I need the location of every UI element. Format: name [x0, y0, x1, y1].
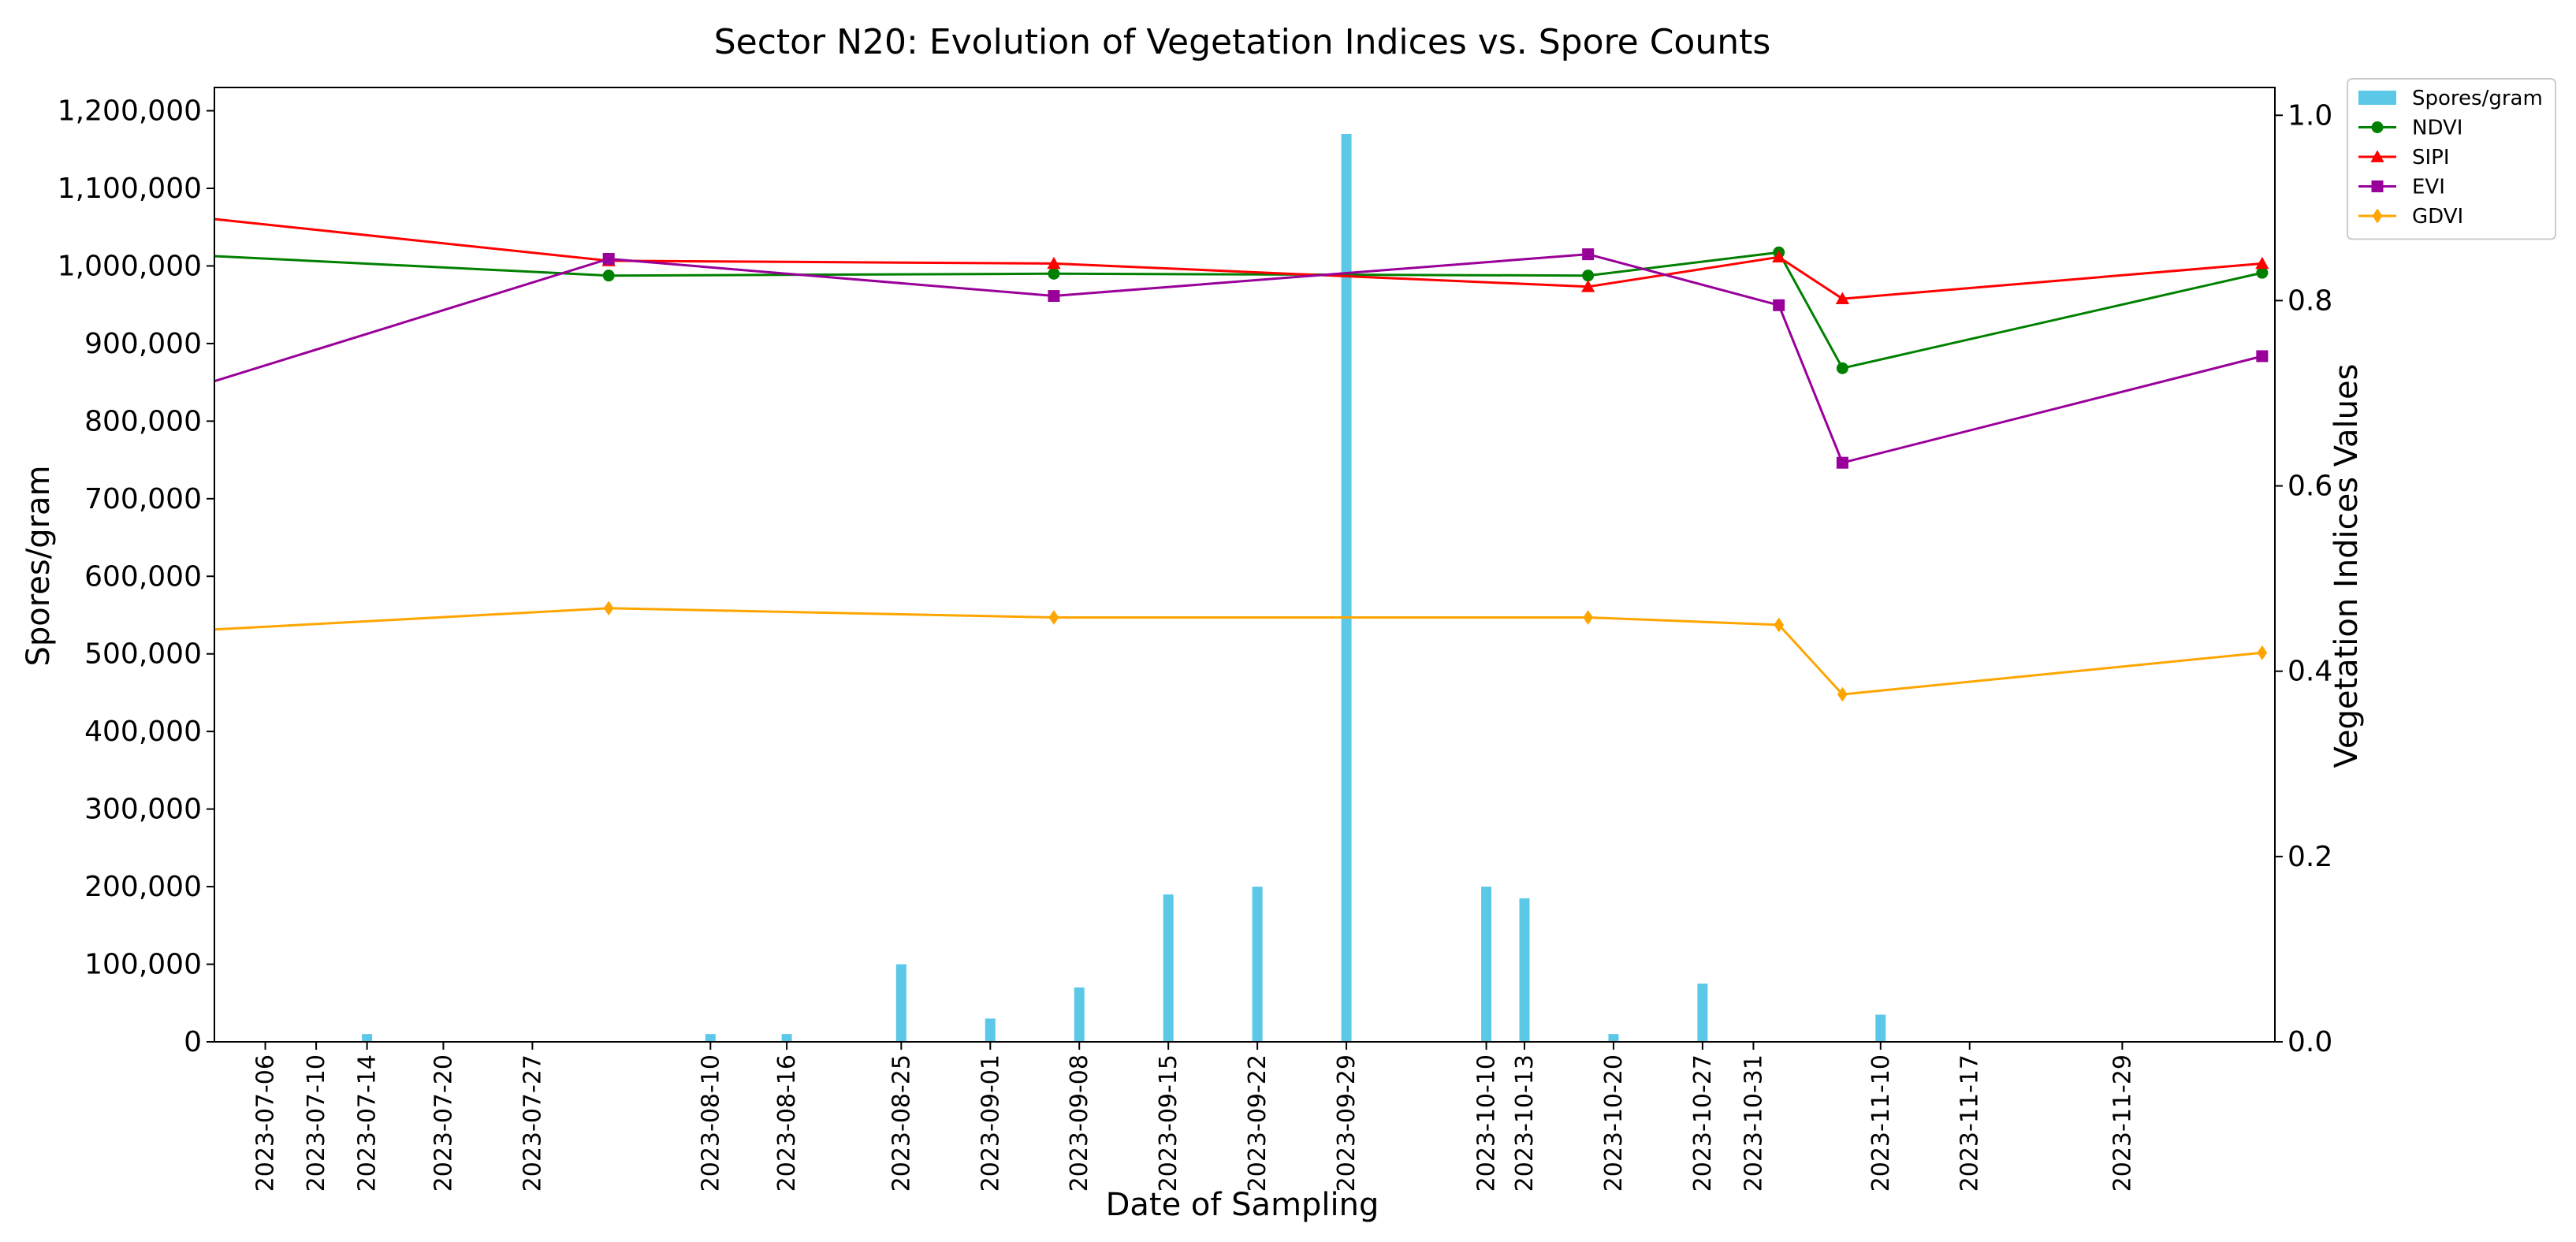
x-tick-label: 2023-10-13 — [1511, 1054, 1539, 1192]
bar-2023-10-10 — [1481, 887, 1492, 1042]
right-tick-label: 0.6 — [2288, 470, 2332, 503]
left-tick-label: 1,000,000 — [58, 250, 202, 282]
bar-2023-10-13 — [1519, 898, 1530, 1042]
legend-marker-evi — [2371, 180, 2384, 192]
x-tick-label: 2023-08-25 — [888, 1054, 915, 1192]
legend-marker-ndvi — [2371, 121, 2384, 133]
marker-gdvi-2023-10-18 — [1583, 610, 1594, 625]
marker-evi-2023-08-02 — [602, 253, 615, 266]
marker-sipi-2023-09-06 — [1047, 256, 1061, 270]
marker-ndvi-2023-11-07 — [1836, 362, 1848, 374]
marker-gdvi-2023-08-02 — [603, 601, 614, 616]
marker-ndvi-2023-10-18 — [1582, 270, 1595, 282]
legend-label: NDVI — [2412, 117, 2462, 140]
right-tick-label: 0.0 — [2288, 1026, 2332, 1058]
x-tick-label: 2023-08-10 — [697, 1054, 724, 1192]
left-tick-label: 300,000 — [84, 794, 202, 826]
legend-handle-spores — [2358, 91, 2396, 105]
bar-2023-09-01 — [985, 1018, 996, 1042]
marker-gdvi-2023-12-10 — [2257, 645, 2268, 660]
bar-2023-08-25 — [895, 964, 906, 1042]
x-tick-label: 2023-09-15 — [1155, 1054, 1182, 1192]
x-tick-label: 2023-07-10 — [303, 1054, 330, 1192]
marker-evi-2023-11-02 — [1773, 299, 1785, 311]
x-tick-label: 2023-11-10 — [1867, 1054, 1895, 1192]
right-tick-label: 0.4 — [2288, 656, 2332, 688]
left-tick-label: 800,000 — [84, 405, 202, 437]
marker-sipi-2023-11-07 — [1835, 292, 1850, 304]
bar-2023-10-20 — [1608, 1034, 1619, 1042]
right-axis-label: Vegetation Indices Values — [2328, 364, 2365, 768]
legend-label: SIPI — [2412, 146, 2450, 169]
x-tick-label: 2023-09-01 — [977, 1054, 1004, 1192]
left-tick-label: 1,100,000 — [58, 173, 202, 205]
x-tick-label: 2023-08-16 — [773, 1054, 801, 1192]
left-tick-label: 200,000 — [84, 871, 202, 903]
chart-title: Sector N20: Evolution of Vegetation Indi… — [714, 22, 1771, 62]
left-tick-label: 1,200,000 — [58, 95, 202, 128]
plot-frame — [214, 87, 2276, 1043]
bar-2023-08-10 — [705, 1034, 716, 1042]
marker-sipi-2023-12-10 — [2255, 256, 2269, 270]
left-tick-label: 400,000 — [84, 716, 202, 748]
bar-2023-09-22 — [1252, 887, 1263, 1042]
bar-2023-10-27 — [1697, 984, 1708, 1042]
bar-2023-07-14 — [362, 1034, 373, 1042]
legend: Spores/gram NDVI SIPI EVI GDVI — [2347, 78, 2556, 240]
x-tick-label: 2023-09-29 — [1333, 1054, 1361, 1192]
x-tick-label: 2023-10-31 — [1740, 1054, 1767, 1192]
x-tick-label: 2023-07-06 — [252, 1054, 280, 1192]
x-tick-label: 2023-07-14 — [354, 1054, 382, 1192]
bar-2023-09-08 — [1074, 987, 1085, 1042]
x-tick-label: 2023-09-22 — [1244, 1054, 1271, 1192]
marker-evi-2023-09-06 — [1048, 290, 1060, 303]
left-tick-label: 700,000 — [84, 483, 202, 515]
marker-evi-2023-12-10 — [2256, 350, 2269, 363]
right-tick-label: 0.8 — [2288, 284, 2332, 317]
left-tick-label: 500,000 — [84, 638, 202, 671]
left-tick-label: 900,000 — [84, 328, 202, 360]
marker-evi-2023-10-18 — [1582, 248, 1595, 261]
left-tick-label: 100,000 — [84, 949, 202, 981]
marker-ndvi-2023-12-10 — [2256, 266, 2269, 279]
right-tick-label: 0.2 — [2288, 841, 2332, 873]
bar-2023-09-15 — [1163, 894, 1174, 1042]
marker-sipi-2023-11-02 — [1772, 250, 1786, 263]
legend-label: EVI — [2412, 176, 2445, 199]
legend-label: Spores/gram — [2412, 87, 2543, 110]
marker-ndvi-2023-09-06 — [1048, 267, 1060, 280]
x-tick-label: 2023-07-27 — [519, 1054, 546, 1192]
legend-box — [2347, 78, 2556, 240]
x-tick-label: 2023-10-10 — [1473, 1054, 1501, 1192]
x-tick-label: 2023-07-20 — [430, 1054, 457, 1192]
bar-2023-08-16 — [781, 1034, 792, 1042]
x-tick-label: 2023-10-27 — [1689, 1054, 1717, 1192]
marker-ndvi-2023-08-02 — [602, 270, 615, 282]
x-tick-label: 2023-11-29 — [2109, 1054, 2136, 1192]
left-tick-label: 0 — [184, 1026, 202, 1058]
marker-gdvi-2023-11-02 — [1774, 617, 1785, 633]
x-tick-label: 2023-10-20 — [1600, 1054, 1628, 1192]
legend-marker-sipi — [2370, 150, 2384, 162]
legend-marker-gdvi — [2372, 208, 2383, 224]
axes-layer: 0 100,000 200,000 300,000 400,000 500,000 600,… — [58, 87, 2332, 1192]
x-axis-label: Date of Sampling — [1106, 1187, 1379, 1223]
marker-evi-2023-11-07 — [1836, 456, 1848, 469]
x-tick-label: 2023-11-17 — [1956, 1054, 1984, 1192]
x-tick-label: 2023-09-08 — [1066, 1054, 1093, 1192]
legend-label: GDVI — [2412, 205, 2463, 229]
bar-2023-09-29 — [1341, 134, 1352, 1043]
bar-2023-11-10 — [1875, 1014, 1886, 1042]
markers-layer — [601, 246, 2269, 702]
marker-gdvi-2023-09-06 — [1048, 610, 1059, 625]
marker-sipi-2023-10-18 — [1581, 280, 1595, 292]
bars-layer — [362, 134, 1886, 1043]
left-axis-label: Spores/gram — [20, 465, 57, 666]
left-tick-label: 600,000 — [84, 560, 202, 593]
right-tick-label: 1.0 — [2288, 99, 2332, 132]
marker-gdvi-2023-11-07 — [1837, 686, 1848, 702]
